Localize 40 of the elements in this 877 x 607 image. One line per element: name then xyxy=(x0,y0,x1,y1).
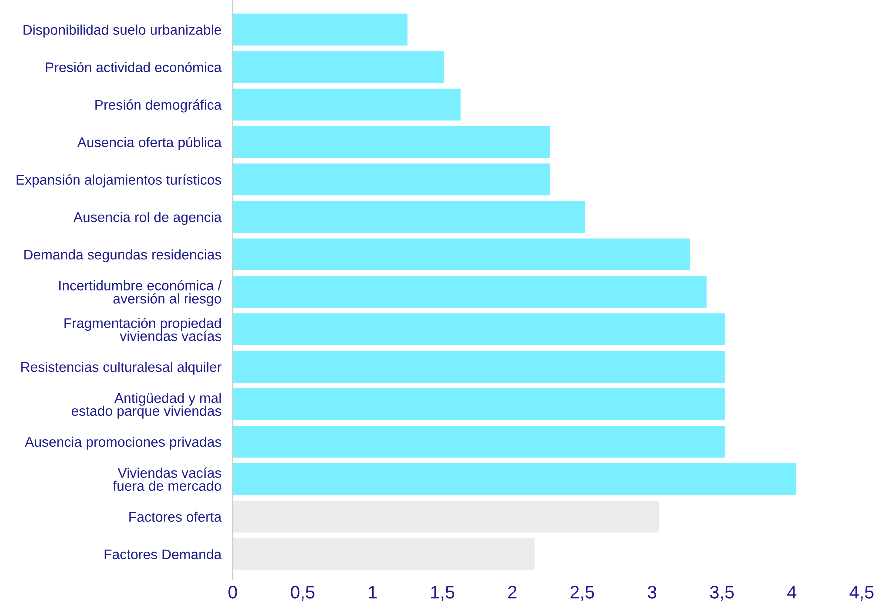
bar xyxy=(233,463,796,496)
bar xyxy=(233,426,726,458)
bar xyxy=(233,51,444,84)
x-tick-label: 2 xyxy=(508,586,517,599)
y-tick-label: Fragmentación propiedad viviendas vacías xyxy=(64,318,222,342)
y-tick-label: Incertidumbre económica / aversión al riesgo xyxy=(60,280,222,307)
bar xyxy=(233,164,550,196)
x-tick-label: 0,5 xyxy=(291,586,315,601)
bar xyxy=(233,388,726,420)
x-tick-label: 3,5 xyxy=(710,586,734,601)
bar xyxy=(233,126,550,158)
y-tick-label: Ausencia oferta pública xyxy=(78,137,222,150)
y-tick-label: Demanda segundas residencias xyxy=(24,250,222,263)
bar xyxy=(233,238,690,271)
x-tick-label: 4 xyxy=(788,586,797,599)
bar xyxy=(233,500,660,533)
x-tick-label: 4,5 xyxy=(850,586,874,601)
y-tick-label: Expansión alojamientos turísticos xyxy=(16,174,222,188)
y-tick-label: Presión demográfica xyxy=(96,100,222,113)
x-tick-label: 3 xyxy=(648,586,657,599)
bar xyxy=(233,201,586,234)
bar xyxy=(233,88,461,121)
bar xyxy=(233,538,535,570)
x-tick-label: 0 xyxy=(228,586,238,599)
bar xyxy=(233,351,726,383)
y-tick-label: Ausencia rol de agencia xyxy=(74,212,222,226)
y-tick-label: Factores Demanda xyxy=(104,549,222,560)
y-tick-label: Antigüedad y mal estado parque viviendas xyxy=(72,392,222,419)
x-tick-label: 1,5 xyxy=(431,586,454,601)
y-tick-label: Factores oferta xyxy=(130,512,222,522)
y-tick-label: Ausencia promociones privadas xyxy=(25,436,222,450)
x-tick-label: 1 xyxy=(369,586,377,599)
y-tick-label: Viviendas vacías fuera de mercado xyxy=(113,468,222,492)
y-tick-label: Presión actividad económica xyxy=(46,62,222,72)
bar xyxy=(233,276,707,308)
bar xyxy=(233,14,408,46)
y-tick-label: Resistencias culturalesal alquiler xyxy=(22,362,222,375)
bar xyxy=(233,314,726,346)
y-tick-label: Disponibilidad suelo urbanizable xyxy=(24,24,222,38)
x-tick-label: 2,5 xyxy=(570,586,594,601)
